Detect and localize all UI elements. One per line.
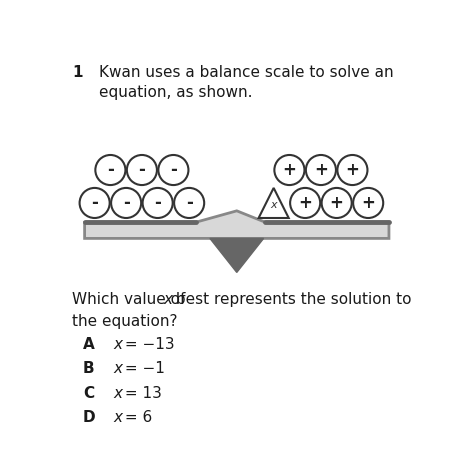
Text: 1: 1 <box>72 65 83 80</box>
Circle shape <box>95 155 125 185</box>
Text: +: + <box>361 194 375 212</box>
Text: B: B <box>83 361 94 376</box>
Circle shape <box>306 155 336 185</box>
Text: -: - <box>170 161 177 179</box>
Text: +: + <box>346 161 359 179</box>
Circle shape <box>353 188 383 218</box>
Text: = −1: = −1 <box>120 361 165 376</box>
Text: = −13: = −13 <box>120 337 175 352</box>
Text: x: x <box>113 385 122 400</box>
Text: the equation?: the equation? <box>72 314 177 329</box>
Text: +: + <box>282 161 296 179</box>
Text: -: - <box>139 161 146 179</box>
Circle shape <box>158 155 188 185</box>
Polygon shape <box>85 211 389 239</box>
Circle shape <box>127 155 157 185</box>
Text: x: x <box>113 361 122 376</box>
Text: Which value of: Which value of <box>72 292 190 307</box>
Text: best represents the solution to: best represents the solution to <box>170 292 411 307</box>
Text: D: D <box>83 410 96 425</box>
Text: C: C <box>83 385 94 400</box>
Text: x: x <box>113 410 122 425</box>
Circle shape <box>322 188 352 218</box>
Text: = 6: = 6 <box>120 410 152 425</box>
Circle shape <box>79 188 109 218</box>
Text: x: x <box>270 200 277 210</box>
Text: -: - <box>91 194 98 212</box>
Text: -: - <box>186 194 193 212</box>
Text: -: - <box>123 194 129 212</box>
Circle shape <box>274 155 304 185</box>
Text: -: - <box>154 194 161 212</box>
Text: x: x <box>113 337 122 352</box>
Polygon shape <box>210 239 264 272</box>
Circle shape <box>290 188 320 218</box>
Circle shape <box>337 155 367 185</box>
Text: A: A <box>83 337 95 352</box>
Polygon shape <box>259 188 289 218</box>
Circle shape <box>174 188 204 218</box>
Text: +: + <box>330 194 344 212</box>
Text: +: + <box>314 161 328 179</box>
Text: Kwan uses a balance scale to solve an
equation, as shown.: Kwan uses a balance scale to solve an eq… <box>99 65 394 100</box>
Text: x: x <box>164 292 173 307</box>
Circle shape <box>143 188 173 218</box>
Text: -: - <box>107 161 114 179</box>
Text: = 13: = 13 <box>120 385 162 400</box>
Text: +: + <box>298 194 312 212</box>
Circle shape <box>111 188 141 218</box>
